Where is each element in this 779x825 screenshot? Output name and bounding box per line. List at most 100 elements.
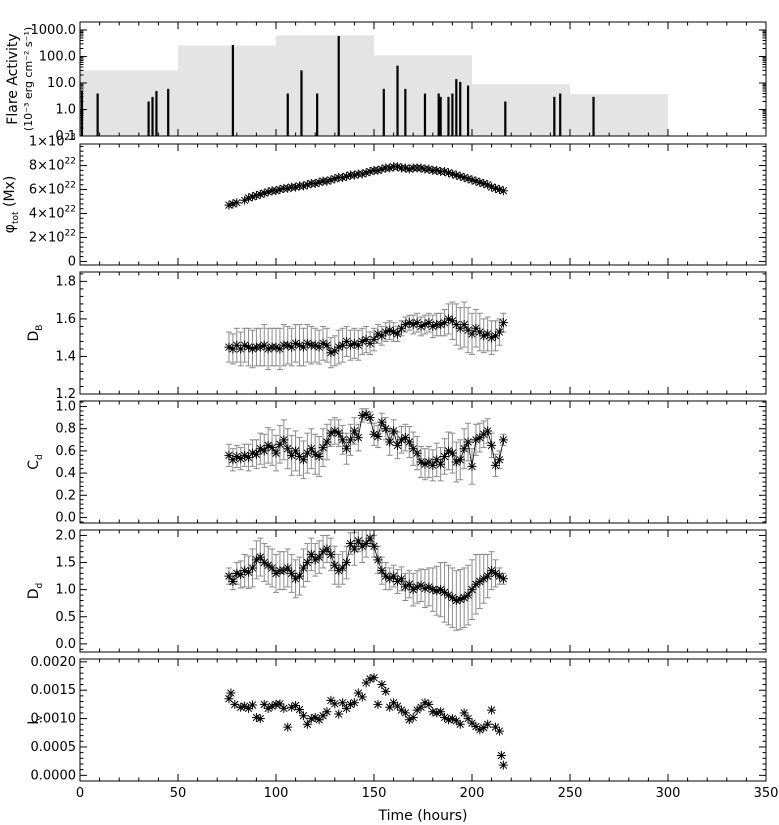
data-point (334, 709, 344, 719)
data-point (385, 163, 395, 173)
data-point (377, 566, 387, 576)
data-point (365, 674, 375, 684)
data-point (373, 555, 383, 565)
data-point (338, 435, 348, 445)
data-point (373, 165, 383, 175)
data-point (479, 574, 489, 584)
data-point (467, 585, 477, 595)
data-point (467, 718, 477, 728)
data-point (471, 176, 481, 186)
y-axis-label-line2: (10⁻³ erg cm⁻² s⁻¹) (22, 27, 35, 131)
y-axis-label: Iv (26, 715, 45, 725)
data-point (334, 566, 344, 576)
data-point (404, 164, 414, 174)
data-point (232, 568, 242, 578)
data-point (471, 579, 481, 589)
data-point (349, 338, 359, 348)
data-point (279, 566, 289, 576)
data-point (393, 577, 403, 587)
data-point (226, 688, 236, 698)
data-point (342, 558, 352, 568)
data-point (271, 568, 281, 578)
data-point (314, 177, 324, 187)
panel-6: 0.0000 0.0005 0.0010 0.0015 0.0020 Iv 0 50 100 15… (26, 655, 778, 824)
data-point (428, 707, 438, 717)
data-point (369, 335, 379, 345)
data-point (463, 437, 473, 447)
data-point (432, 708, 442, 718)
data-point (224, 342, 234, 352)
y-tick-label: 0.0005 (31, 740, 77, 755)
data-point (295, 705, 305, 715)
data-point (432, 165, 442, 175)
data-point (244, 567, 254, 577)
data-point (408, 444, 418, 454)
data-point (381, 571, 391, 581)
data-point (322, 437, 332, 447)
y-axis-label-text: φtot (Mx) (2, 176, 21, 234)
data-point (400, 320, 410, 330)
y-axis-label: φtot (Mx) (2, 176, 21, 234)
data-point (291, 701, 301, 711)
data-point (428, 585, 438, 595)
data-point (491, 568, 501, 578)
data-point (447, 316, 457, 326)
data-point (471, 435, 481, 445)
y-tick-label: 1.6 (55, 312, 76, 327)
data-point (369, 541, 379, 551)
data-point (483, 426, 493, 436)
data-point (389, 698, 399, 708)
data-point (318, 338, 328, 348)
plot-frame (79, 529, 767, 653)
x-tick-label: 250 (558, 786, 583, 801)
data-point (483, 719, 493, 729)
data-point (224, 694, 234, 704)
data-point (357, 541, 367, 551)
y-axis-label: Dd (26, 583, 45, 600)
data-point (393, 162, 403, 172)
data-point (498, 186, 508, 196)
data-point (404, 318, 414, 328)
data-point (377, 164, 387, 174)
data-point (263, 703, 273, 713)
data-point (459, 593, 469, 603)
data-point (428, 460, 438, 470)
data-point (393, 329, 403, 339)
data-point (479, 723, 489, 733)
activity-block (80, 70, 178, 136)
data-point (230, 699, 240, 709)
y-tick-label: 1.8 (55, 274, 76, 289)
panel-4: 0.0 0.2 0.4 0.6 0.8 1.0 Cd (26, 400, 767, 525)
data-point (232, 198, 242, 208)
data-point (228, 577, 238, 587)
plot-frame (79, 271, 767, 395)
data-point (322, 707, 332, 717)
y-tick-label: 0 (68, 254, 76, 269)
y-tick-label: 2.0 (55, 528, 76, 543)
data-point (353, 433, 363, 443)
data-point (255, 342, 265, 352)
y-tick-label: 10.0 (47, 76, 76, 91)
data-point (424, 318, 434, 328)
data-point (318, 711, 328, 721)
y-tick-label: 1.0 (55, 102, 76, 117)
data-point (440, 587, 450, 597)
data-point (342, 444, 352, 454)
data-point (263, 440, 273, 450)
x-tick-label: 0 (76, 786, 84, 801)
data-point (357, 169, 367, 179)
data-point (247, 563, 257, 573)
data-point (349, 170, 359, 180)
data-point (357, 336, 367, 346)
data-point (314, 715, 324, 725)
x-tick-label: 100 (264, 786, 289, 801)
data-point (396, 705, 406, 715)
data-point (443, 715, 453, 725)
y-tick-label: 0.4 (55, 466, 76, 481)
data-point (302, 180, 312, 190)
y-tick-label: 1.5 (55, 556, 76, 571)
data-point (491, 331, 501, 341)
data-point (232, 451, 242, 461)
data-point (389, 426, 399, 436)
y-tick-label: 0.0000 (31, 768, 77, 783)
